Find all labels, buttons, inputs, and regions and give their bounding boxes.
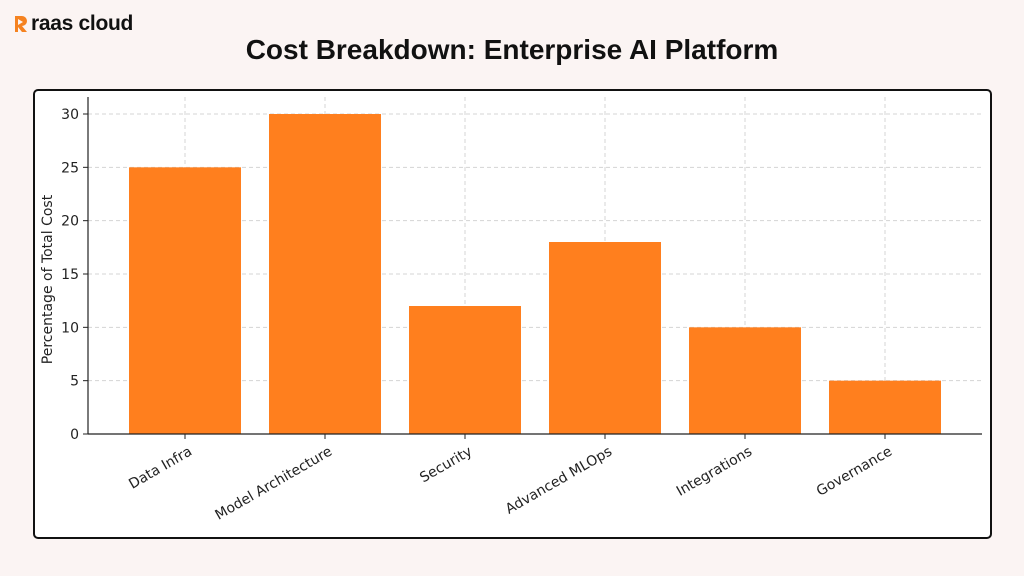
- bar-model-architecture: [269, 114, 381, 434]
- y-tick-label: 5: [70, 374, 79, 390]
- x-tick-label: Integrations: [674, 444, 755, 500]
- bar-data-infra: [129, 167, 241, 435]
- y-tick-label: 30: [61, 107, 79, 123]
- x-tick-label: Governance: [814, 444, 895, 500]
- bar-governance: [829, 380, 941, 434]
- x-tick-label: Advanced MLOps: [503, 444, 615, 518]
- brand-logo: raas cloud: [14, 12, 133, 36]
- y-tick-label: 10: [61, 320, 79, 336]
- chart-title: Cost Breakdown: Enterprise AI Platform: [245, 34, 779, 65]
- bar-security: [409, 306, 521, 434]
- x-tick-label: Data Infra: [126, 444, 195, 493]
- brand-name: raas cloud: [31, 12, 134, 35]
- y-tick-label: 15: [61, 267, 79, 283]
- x-tick-label: Model Architecture: [213, 444, 335, 524]
- bar-advanced-mlops: [549, 242, 661, 434]
- x-tick-label: Security: [417, 444, 475, 487]
- y-axis-label: Percentage of Total Cost: [40, 194, 56, 364]
- y-tick-label: 25: [61, 160, 79, 176]
- y-tick-label: 20: [61, 214, 79, 230]
- raas-logo-icon: [15, 16, 27, 32]
- bar-integrations: [689, 327, 801, 434]
- y-tick-label: 0: [70, 427, 79, 443]
